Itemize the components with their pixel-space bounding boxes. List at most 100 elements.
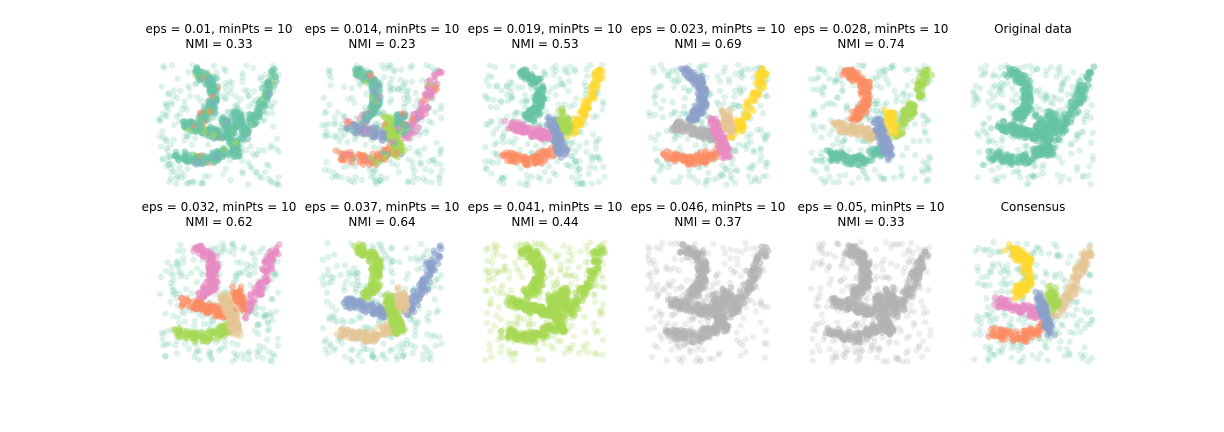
cluster-point [1019,152,1027,160]
noise-point [187,179,194,186]
noise-point [407,64,414,71]
noise-point [685,172,693,179]
noise-point [194,94,201,101]
noise-point [269,123,277,130]
noise-point [988,125,995,132]
noise-point [401,100,409,107]
noise-point [239,70,247,77]
cluster-point [1051,137,1058,144]
noise-point [1036,86,1044,94]
noise-point [189,178,197,185]
cluster-point [374,82,382,89]
cluster-point [502,152,510,160]
noise-point [330,121,338,128]
noise-point [397,76,404,84]
noise-point [267,102,274,110]
noise-point [381,65,388,72]
noise-point [1023,142,1031,149]
noise-point [907,92,914,99]
noise-point [159,110,167,117]
noise-point [162,341,170,348]
cluster-point [851,75,859,82]
cluster-point [342,124,350,132]
noise-point [926,155,934,163]
cluster-point [409,115,416,123]
noise-point [584,73,591,80]
noise-point [702,181,709,188]
noise-point [710,176,717,183]
cluster-point [999,126,1006,134]
noise-point [181,172,188,179]
noise-point [654,131,662,138]
noise-point [245,92,252,100]
noise-point [260,344,268,351]
noise-point [398,66,405,73]
noise-point [723,181,730,188]
noise-point [268,142,275,149]
noise-point [386,83,394,90]
noise-point [326,67,334,75]
noise-point [404,87,412,94]
noise-point [839,81,846,88]
noise-point [984,131,991,139]
noise-point [758,152,765,159]
noise-point [669,99,676,106]
cluster-point [235,111,243,119]
cluster-point [667,155,675,163]
noise-point [186,92,194,100]
noise-point [485,121,492,129]
cluster-point [352,129,360,137]
noise-point [714,98,721,106]
noise-point [227,84,235,92]
noise-point [436,147,444,155]
noise-point [549,65,557,73]
noise-point [327,82,334,89]
noise-point [405,94,412,102]
noise-point [972,82,979,90]
noise-point [169,161,176,168]
noise-point [659,114,666,121]
cluster-point [1013,68,1021,75]
noise-point [731,93,738,100]
cluster-point [375,101,383,108]
noise-point [275,173,282,181]
cluster-point [509,153,517,161]
panel-subtitle: NMI = 0.33 [185,37,252,51]
cluster-point [532,152,540,160]
noise-point [186,85,193,93]
cluster-point [531,160,539,167]
noise-point [259,305,267,312]
cluster-point [918,68,926,76]
cluster-point [905,102,913,109]
panel-title: eps = 0.028, minPts = 10 [794,22,949,36]
noise-point [388,96,395,103]
noise-point [244,88,251,95]
noise-point [373,177,380,184]
noise-point [320,94,327,102]
noise-point [874,97,881,104]
noise-point [386,79,394,87]
noise-point [262,169,269,176]
cluster-point [1065,109,1073,117]
cluster-point [876,121,883,128]
noise-point [185,132,192,140]
cluster-point [205,126,213,134]
noise-point [251,88,258,95]
noise-point [188,269,195,277]
noise-point [161,64,168,72]
noise-point [167,175,174,182]
cluster-point [750,107,757,115]
noise-point [351,179,358,186]
noise-point [919,112,926,119]
noise-point [980,162,987,169]
noise-point [253,348,261,355]
noise-point [998,134,1006,142]
noise-point [1021,63,1028,70]
noise-point [1087,139,1095,147]
cluster-point [843,67,850,74]
noise-point [922,130,929,137]
scatter-points [156,240,283,365]
noise-point [491,96,498,104]
